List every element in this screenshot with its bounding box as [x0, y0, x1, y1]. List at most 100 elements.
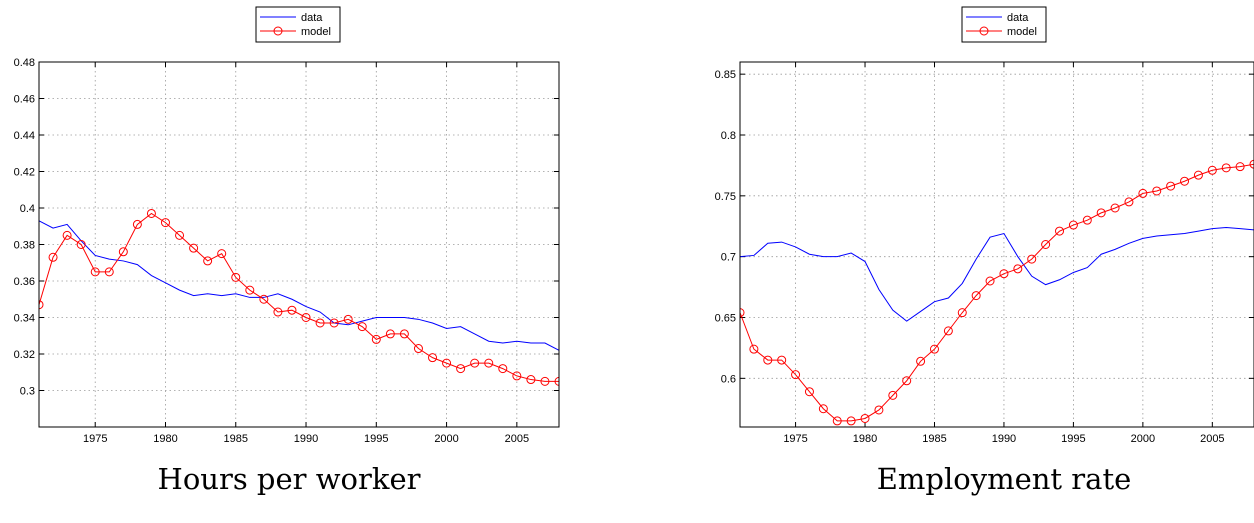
series-data — [39, 220, 559, 351]
y-tick-label: 0.75 — [715, 191, 736, 203]
chart-employment: 1975 1980 1985 1990 1995 2000 2005 0.6 0.65 0.7 0.… — [715, 6, 1254, 445]
legend: data model — [255, 6, 341, 43]
data-point-model — [343, 314, 353, 324]
data-point-model — [957, 308, 967, 318]
data-point-model — [1027, 254, 1037, 264]
series-line-model — [740, 163, 1254, 422]
data-point-model — [1138, 188, 1148, 198]
data-point-model — [189, 243, 199, 253]
data-point-model — [399, 329, 409, 339]
data-point-model — [512, 371, 522, 381]
y-tick-label: 0.34 — [14, 313, 35, 325]
data-point-model — [1110, 203, 1120, 213]
y-tick-label: 0.48 — [14, 57, 35, 69]
data-point-model — [554, 376, 559, 386]
legend-label-model: model — [301, 26, 331, 38]
y-tick-label: 0.3 — [20, 386, 35, 398]
series-model — [39, 208, 559, 386]
data-point-model — [777, 355, 787, 365]
data-point-model — [273, 307, 283, 317]
x-tick-label: 1985 — [224, 433, 248, 445]
series-model — [740, 159, 1254, 426]
x-tick-label: 1975 — [783, 433, 807, 445]
data-point-model — [217, 249, 227, 259]
y-tick-label: 0.36 — [14, 276, 35, 288]
data-point-model — [160, 218, 170, 228]
x-tick-label: 2005 — [505, 433, 529, 445]
data-point-model — [985, 276, 995, 286]
data-point-model — [104, 267, 114, 277]
legend-box — [961, 6, 1047, 43]
data-point-model — [860, 413, 870, 423]
x-tick-label: 1980 — [853, 433, 877, 445]
data-point-model — [357, 322, 367, 332]
x-tick-label: 1990 — [294, 433, 318, 445]
y-tick-label: 0.6 — [721, 373, 736, 385]
data-point-model — [1235, 162, 1245, 172]
x-tick-label: 2005 — [1200, 433, 1224, 445]
y-tick-label: 0.42 — [14, 167, 35, 179]
data-point-model — [1166, 181, 1176, 191]
x-tick-label: 2000 — [434, 433, 458, 445]
data-point-model — [846, 416, 856, 426]
data-point-model — [832, 416, 842, 426]
data-point-model — [818, 404, 828, 414]
x-tick-label: 1985 — [922, 433, 946, 445]
data-point-model — [90, 267, 100, 277]
y-tick-label: 0.38 — [14, 240, 35, 252]
legend-label-model: model — [1007, 26, 1037, 38]
data-point-model — [498, 364, 508, 374]
data-point-model — [791, 370, 801, 380]
data-point-model — [132, 219, 142, 229]
y-tick-label: 0.46 — [14, 94, 35, 106]
x-tick-label: 1975 — [83, 433, 107, 445]
y-tick-label: 0.65 — [715, 313, 736, 325]
data-point-model — [874, 405, 884, 415]
data-point-model — [999, 269, 1009, 279]
series-line-data — [740, 226, 1254, 322]
data-point-model — [301, 313, 311, 322]
series-line-model — [39, 212, 559, 382]
data-point-model — [413, 344, 423, 354]
y-tick-label: 0.44 — [14, 130, 35, 142]
data-point-model — [1013, 264, 1023, 274]
data-point-model — [231, 272, 241, 282]
legend-label-data: data — [1007, 12, 1029, 24]
data-point-model — [118, 247, 128, 257]
data-point-model — [1207, 165, 1217, 175]
legend-box — [255, 6, 341, 43]
data-point-model — [749, 344, 759, 354]
data-point-model — [540, 376, 550, 386]
data-point-model — [763, 355, 773, 365]
data-point-model — [385, 329, 395, 339]
data-point-model — [929, 344, 939, 354]
y-tick-label: 0.4 — [20, 203, 35, 215]
caption-hours-per-worker: Hours per worker — [157, 462, 421, 496]
data-point-model — [245, 285, 255, 295]
data-point-model — [76, 240, 86, 249]
legend-marker-model — [273, 26, 283, 36]
data-point-model — [1124, 197, 1134, 207]
data-point-model — [888, 390, 898, 400]
data-point-model — [1082, 215, 1092, 225]
data-point-model — [484, 358, 494, 368]
x-tick-label: 1995 — [364, 433, 388, 445]
y-tick-label: 0.7 — [721, 252, 736, 264]
legend-label-data: data — [301, 12, 323, 24]
x-tick-label: 1995 — [1061, 433, 1085, 445]
legend: data model — [961, 6, 1047, 43]
x-tick-label: 2000 — [1131, 433, 1155, 445]
y-tick-label: 0.32 — [14, 349, 35, 361]
data-point-model — [48, 252, 58, 262]
y-tick-label: 0.8 — [721, 130, 736, 142]
data-point-model — [146, 208, 156, 218]
axes-frame — [739, 61, 1254, 428]
data-point-model — [428, 353, 438, 363]
data-point-model — [1193, 170, 1203, 180]
plot-area — [740, 62, 1254, 427]
x-tick-label: 1980 — [153, 433, 177, 445]
data-point-model — [1221, 163, 1231, 173]
data-point-model — [175, 230, 185, 240]
caption-employment-rate: Employment rate — [876, 462, 1132, 496]
